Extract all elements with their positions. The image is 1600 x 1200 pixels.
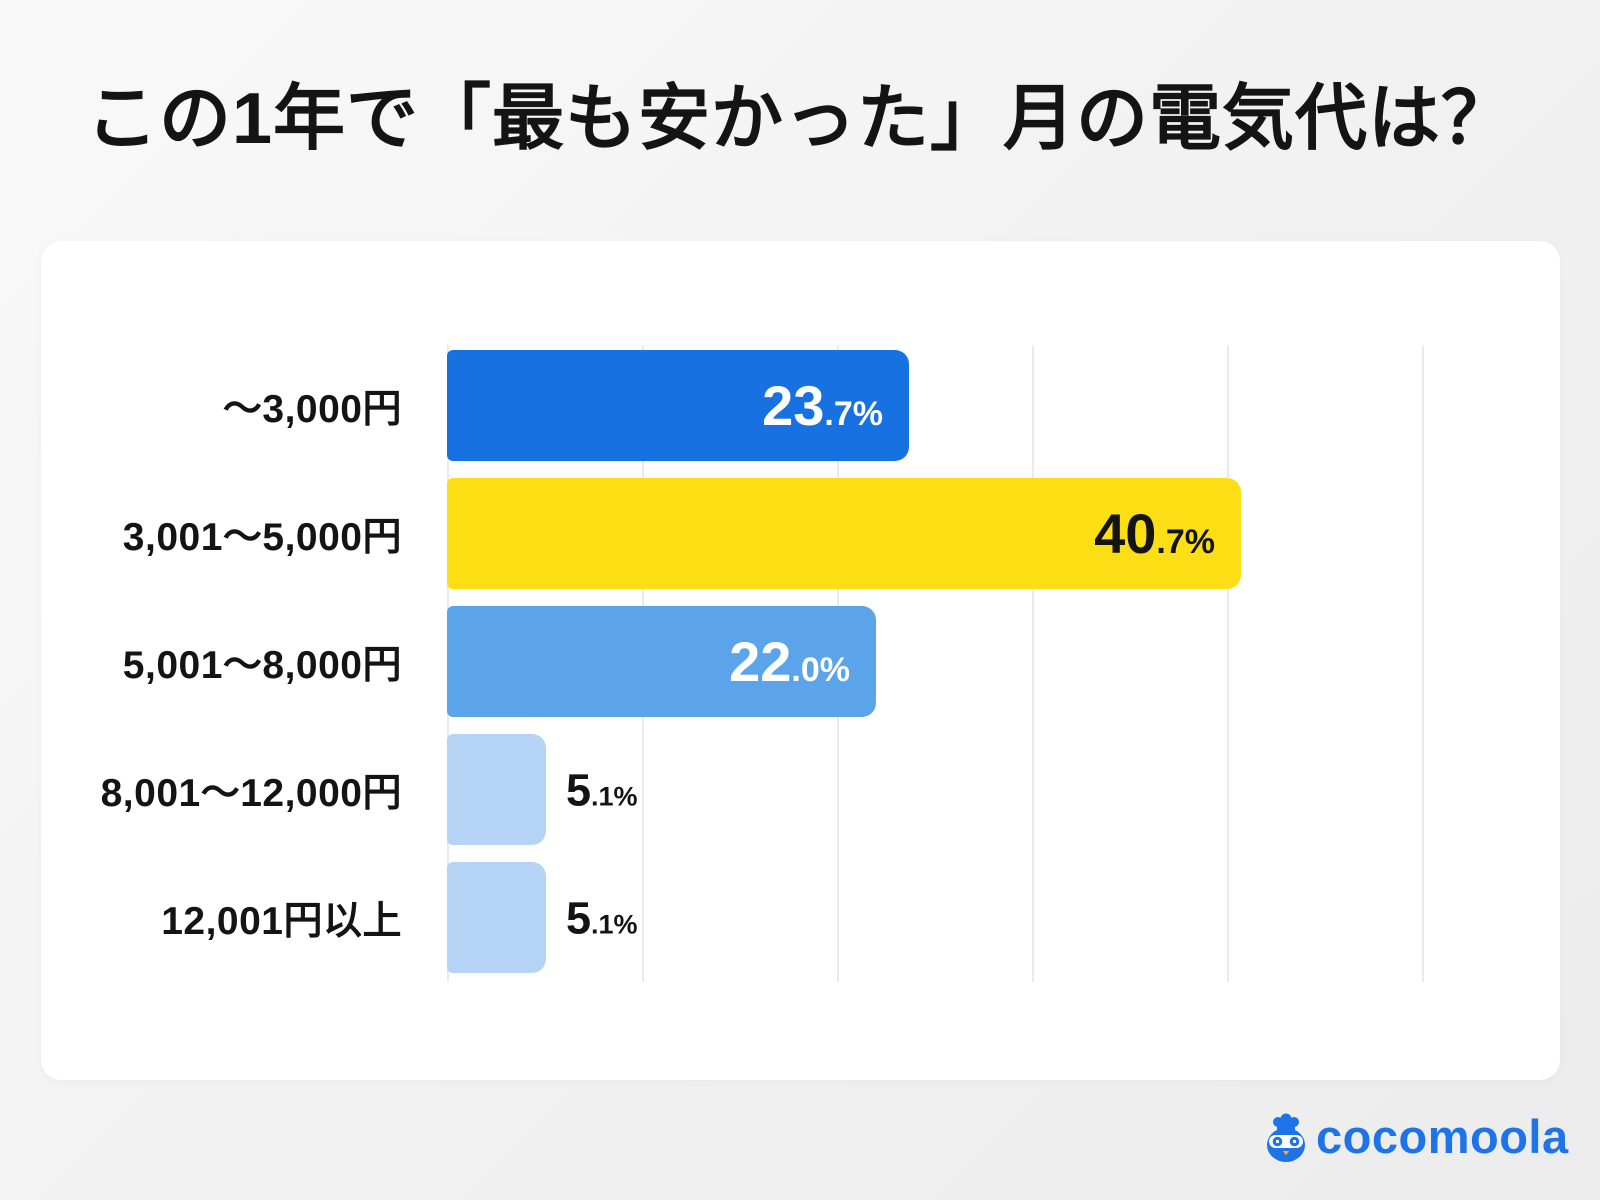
bar: 5.1%	[447, 734, 638, 845]
gridline	[1032, 345, 1034, 982]
category-label: 〜3,000円	[222, 387, 402, 431]
value-label: 22.0%	[729, 633, 850, 690]
bar-zone: 5.1%	[447, 862, 1457, 973]
value-integer: 40	[1094, 501, 1157, 565]
bar-zone: 23.7%	[447, 350, 1457, 461]
bar: 23.7%	[447, 350, 909, 461]
category-label: 5,001〜8,000円	[122, 643, 402, 687]
bar-zone: 40.7%	[447, 478, 1457, 589]
value-label: 5.1%	[566, 767, 638, 812]
value-fraction: .0%	[791, 650, 850, 689]
value-integer: 5	[566, 764, 592, 815]
value-fraction: .7%	[1156, 522, 1215, 561]
category-label: 8,001〜12,000円	[100, 771, 402, 815]
gridline	[1227, 345, 1229, 982]
chart-row: 12,001円以上 5.1%	[41, 862, 1560, 973]
brand-logo: cocomoola	[1264, 1109, 1569, 1164]
bar-zone: 5.1%	[447, 734, 1457, 845]
value-label: 40.7%	[1094, 505, 1215, 562]
value-label: 23.7%	[762, 377, 883, 434]
value-label: 5.1%	[566, 895, 638, 940]
brand-name: cocomoola	[1316, 1109, 1569, 1163]
chart-card: 〜3,000円 23.7% 3,001〜5,000円 40.7% 5,001〜8…	[41, 241, 1560, 1080]
category-label: 3,001〜5,000円	[122, 515, 402, 559]
bar-zone: 22.0%	[447, 606, 1457, 717]
value-fraction: .7%	[824, 394, 883, 433]
bar: 5.1%	[447, 862, 638, 973]
bar: 40.7%	[447, 478, 1241, 589]
chart-row: 5,001〜8,000円 22.0%	[41, 606, 1560, 717]
cocomoola-mascot-icon	[1267, 1113, 1305, 1162]
category-label: 12,001円以上	[161, 899, 402, 943]
value-fraction: .1%	[591, 781, 638, 811]
chart-row: 〜3,000円 23.7%	[41, 350, 1560, 461]
chart-row: 8,001〜12,000円 5.1%	[41, 734, 1560, 845]
value-integer: 5	[566, 892, 592, 943]
bar: 22.0%	[447, 606, 876, 717]
value-integer: 22	[729, 629, 792, 693]
value-fraction: .1%	[591, 909, 638, 939]
chart-title: この1年で「最も安かった」月の電気代は？	[85, 79, 1515, 159]
value-integer: 23	[762, 373, 825, 437]
chart-row: 3,001〜5,000円 40.7%	[41, 478, 1560, 589]
gridline	[1422, 345, 1424, 982]
